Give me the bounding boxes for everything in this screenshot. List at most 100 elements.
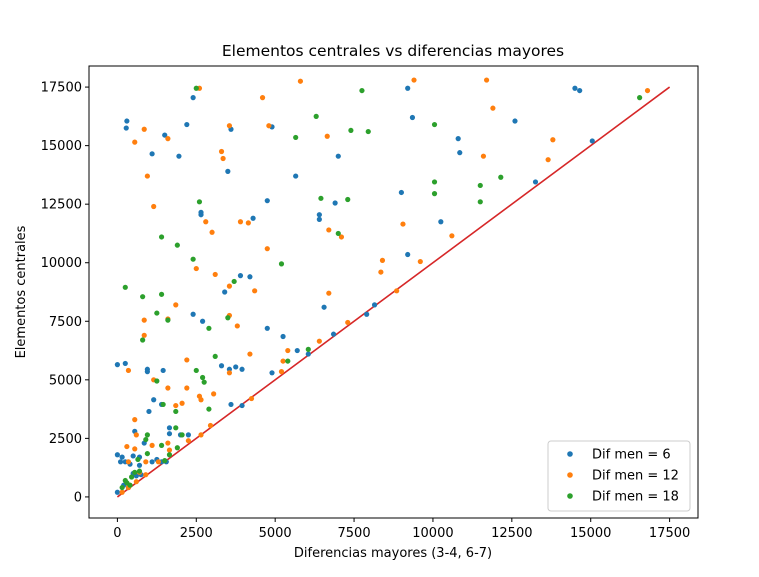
x-tick-label: 0 (113, 526, 121, 541)
data-point (136, 462, 143, 468)
x-tick-label: 5000 (259, 526, 292, 541)
data-point (293, 173, 299, 179)
x-axis-title: Diferencias mayores (3-4, 6-7) (294, 546, 492, 561)
data-point (144, 450, 150, 457)
plot-frame (88, 65, 699, 519)
data-point (184, 357, 190, 363)
data-point (132, 469, 138, 475)
data-point (280, 333, 286, 340)
data-point (179, 400, 185, 406)
data-point (166, 425, 173, 431)
data-point (378, 269, 384, 275)
data-point (193, 85, 199, 91)
data-point (225, 168, 231, 174)
data-point (174, 445, 180, 451)
data-point (285, 358, 291, 364)
data-point (313, 113, 319, 119)
data-point (222, 289, 228, 295)
data-point (247, 274, 253, 280)
data-point (330, 331, 337, 337)
data-point (158, 291, 165, 297)
data-point (199, 318, 206, 324)
data-point (233, 364, 239, 370)
data-point (400, 221, 406, 227)
data-point (160, 367, 166, 374)
data-point (198, 209, 204, 215)
data-point (237, 219, 244, 225)
data-point (185, 432, 191, 438)
x-tick-label: 7500 (338, 526, 371, 541)
data-point (259, 95, 266, 101)
data-point (122, 284, 128, 290)
data-point (114, 489, 120, 495)
data-point (278, 261, 285, 267)
data-point (176, 153, 182, 159)
data-point (125, 367, 132, 374)
data-point (117, 459, 124, 465)
data-point (123, 125, 129, 131)
data-point (480, 153, 487, 159)
data-point (321, 304, 327, 310)
data-point (280, 358, 286, 364)
legend: Dif men = 6 Dif men = 12 Dif men = 18 (547, 440, 691, 512)
data-point (201, 379, 207, 385)
data-point (417, 258, 423, 265)
data-point (457, 150, 463, 156)
data-point (293, 134, 299, 141)
legend-label: Dif men = 18 (592, 490, 679, 505)
data-point (136, 468, 143, 474)
data-point (247, 351, 253, 357)
data-point (264, 246, 270, 252)
data-point (133, 479, 139, 485)
data-point (143, 436, 149, 443)
data-point (149, 151, 155, 157)
data-point (130, 453, 136, 459)
legend-marker (567, 472, 573, 478)
data-point (144, 432, 150, 438)
data-point (589, 138, 595, 144)
data-point (338, 234, 345, 240)
data-point (438, 219, 444, 225)
reference-line-group (116, 86, 671, 498)
data-point (324, 133, 330, 139)
data-point (212, 353, 218, 360)
x-axis: 0 2500 5000 7500 10000 12500 15000 17500 (113, 518, 690, 541)
data-point (498, 174, 504, 180)
data-point (162, 132, 168, 138)
data-point (348, 127, 354, 134)
y-tick-label: 10000 (41, 256, 82, 271)
data-point (405, 251, 411, 258)
data-point (239, 402, 245, 409)
data-point (119, 454, 125, 460)
data-point (173, 302, 179, 308)
data-point (165, 440, 171, 446)
data-point (225, 315, 231, 321)
data-point (184, 121, 190, 128)
data-point (149, 459, 155, 465)
data-point (264, 325, 270, 331)
data-point (248, 395, 255, 402)
data-point (231, 278, 237, 285)
data-point (345, 319, 351, 326)
data-point (264, 198, 270, 204)
data-point (125, 459, 132, 465)
data-point (128, 474, 135, 480)
legend-marker (567, 451, 573, 457)
data-point (239, 366, 245, 372)
data-point (532, 179, 539, 185)
y-tick-label: 2500 (49, 432, 82, 447)
data-point (132, 417, 138, 423)
data-point (206, 406, 212, 412)
data-point (226, 370, 233, 376)
data-point (226, 283, 233, 289)
legend-marker (567, 493, 573, 499)
data-point (119, 484, 125, 491)
data-point (550, 137, 556, 143)
data-point (483, 77, 490, 83)
data-point (154, 378, 160, 384)
x-tick-label: 17500 (649, 526, 690, 541)
data-point (174, 242, 180, 248)
data-point (490, 105, 496, 111)
data-point (278, 369, 285, 375)
